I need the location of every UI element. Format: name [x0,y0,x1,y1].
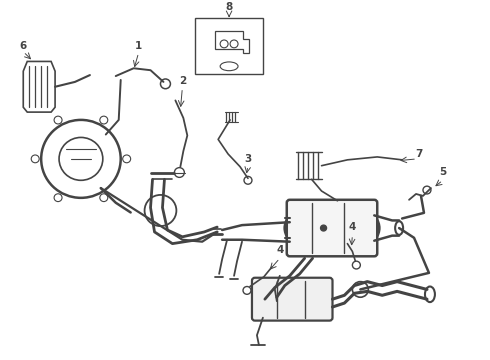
Text: 2: 2 [179,76,186,86]
Text: 4: 4 [349,222,356,232]
Text: 3: 3 [245,154,251,164]
Circle shape [320,225,326,231]
Text: 6: 6 [20,41,27,51]
Text: 8: 8 [225,2,233,12]
Text: 4: 4 [276,246,284,255]
FancyBboxPatch shape [287,200,377,256]
FancyBboxPatch shape [252,278,333,321]
Text: 5: 5 [439,167,446,177]
Bar [196,18,263,74]
Text: 1: 1 [135,41,142,51]
Text: 7: 7 [416,149,423,159]
